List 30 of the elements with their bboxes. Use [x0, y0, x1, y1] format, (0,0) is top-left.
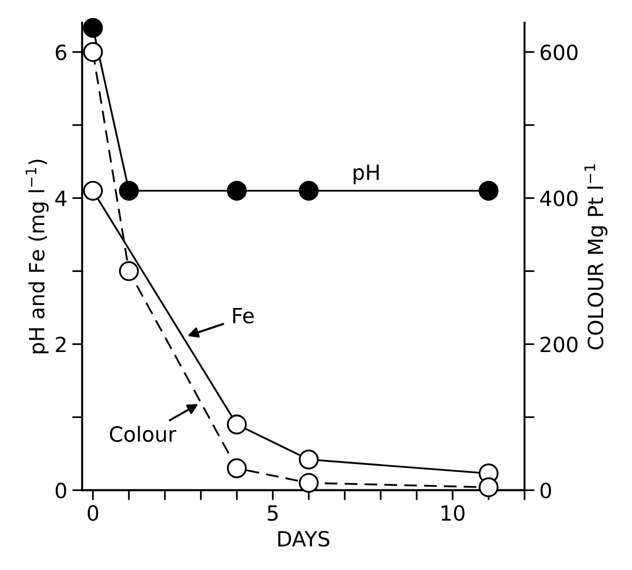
point — [226, 458, 247, 478]
y2-tick-label: 0 — [540, 482, 552, 498]
y2-tick-label: 200 — [540, 336, 578, 352]
point — [83, 180, 103, 201]
point — [118, 180, 139, 201]
y-tick-label: 0 — [56, 482, 66, 498]
y-tick-label: 4 — [55, 190, 66, 206]
y-axis-title: pH and Fe (mg l$^{−1}$) — [26, 160, 49, 354]
point — [83, 42, 103, 62]
point — [226, 414, 247, 434]
point — [118, 261, 139, 282]
y-tick-label: 2 — [56, 336, 66, 352]
point — [478, 180, 499, 201]
point — [298, 472, 319, 493]
x-axis-title: DAYS — [278, 530, 330, 547]
point — [478, 477, 499, 498]
y-tick-label: 6 — [56, 44, 66, 60]
x-tick-label: 5 — [268, 505, 278, 521]
point — [298, 450, 319, 470]
x-tick-label: 0 — [88, 505, 98, 521]
y2-tick-label: 400 — [540, 190, 578, 206]
annotation: pH — [354, 164, 379, 184]
annotation: Fe — [233, 308, 254, 324]
y2-axis-title: COLOUR Mg Pt l$^{−1}$ — [584, 164, 608, 350]
annotation: Colour — [110, 426, 176, 442]
x-tick-label: 10 — [442, 505, 464, 521]
point — [226, 180, 247, 201]
point — [298, 180, 319, 201]
y2-tick-label: 600 — [540, 44, 578, 60]
point — [83, 18, 103, 38]
